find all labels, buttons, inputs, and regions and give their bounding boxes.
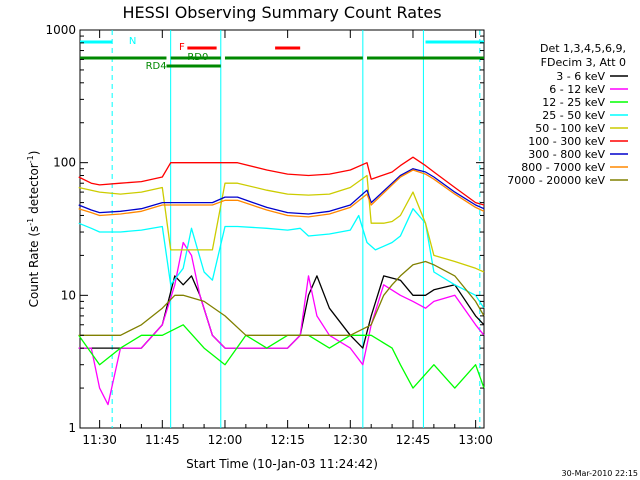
series-line-6 [78, 168, 485, 215]
x-tick-label-3: 12:15 [270, 433, 305, 447]
y-tick-label-2: 100 [53, 156, 76, 170]
legend-label-0: 3 - 6 keV [556, 70, 605, 83]
y-axis-label-exp1: -1 [26, 218, 35, 226]
legend-label-5: 100 - 300 keV [528, 135, 605, 148]
x-tick-label-5: 12:45 [396, 433, 431, 447]
x-tick-label-4: 12:30 [333, 433, 368, 447]
flag-label-rd0: RD0 [187, 52, 208, 63]
flag-label-rd4: RD4 [146, 61, 167, 72]
series-line-7 [78, 169, 485, 218]
legend-label-7: 800 - 7000 keV [521, 161, 605, 174]
legend-header-2: FDecim 3, Att 0 [541, 56, 626, 69]
y-axis-label: Count Rate (s-1 detector-1) [26, 151, 41, 308]
legend-label-1: 6 - 12 keV [549, 83, 605, 96]
flag-label-n: N [129, 36, 136, 47]
x-axis-label: Start Time (10-Jan-03 11:24:42) [186, 457, 378, 471]
legend-label-8: 7000 - 20000 keV [507, 174, 605, 187]
chart-title: HESSI Observing Summary Count Rates [122, 3, 441, 22]
x-tick-label-1: 11:45 [145, 433, 180, 447]
legend-label-4: 50 - 100 keV [535, 122, 605, 135]
legend-header-1: Det 1,3,4,5,6,9, [540, 42, 626, 55]
series-line-5 [78, 156, 485, 206]
series-line-3 [78, 208, 485, 309]
series-line-8 [78, 260, 485, 336]
y-axis-ticks: 1 10 100 1000 [45, 23, 484, 435]
flag-label-f: F [179, 42, 185, 53]
plot-frame [79, 29, 485, 429]
y-tick-label-1: 10 [61, 288, 76, 302]
x-tick-label-0: 11:30 [82, 433, 117, 447]
y-axis-label-mid: detector [27, 163, 41, 218]
y-axis-label-exp2: -1 [26, 155, 35, 163]
series-line-4 [78, 174, 485, 273]
x-axis-ticks: 11:30 11:45 12:00 12:15 12:30 12:45 13:00 [82, 30, 493, 447]
legend-label-2: 12 - 25 keV [542, 96, 605, 109]
y-tick-label-3: 1000 [45, 23, 76, 37]
series-lines [78, 156, 485, 406]
x-tick-label-2: 12:00 [208, 433, 243, 447]
timestamp-stamp: 30-Mar-2010 22:15 [562, 469, 639, 478]
y-axis-label-main: Count Rate (s [27, 226, 41, 308]
y-tick-label-0: 1 [68, 421, 76, 435]
x-tick-label-6: 13:00 [458, 433, 493, 447]
series-line-1 [78, 241, 485, 406]
y-axis-label-end: ) [27, 151, 41, 156]
legend-label-6: 300 - 800 keV [528, 148, 605, 161]
legend-label-3: 25 - 50 keV [542, 109, 605, 122]
